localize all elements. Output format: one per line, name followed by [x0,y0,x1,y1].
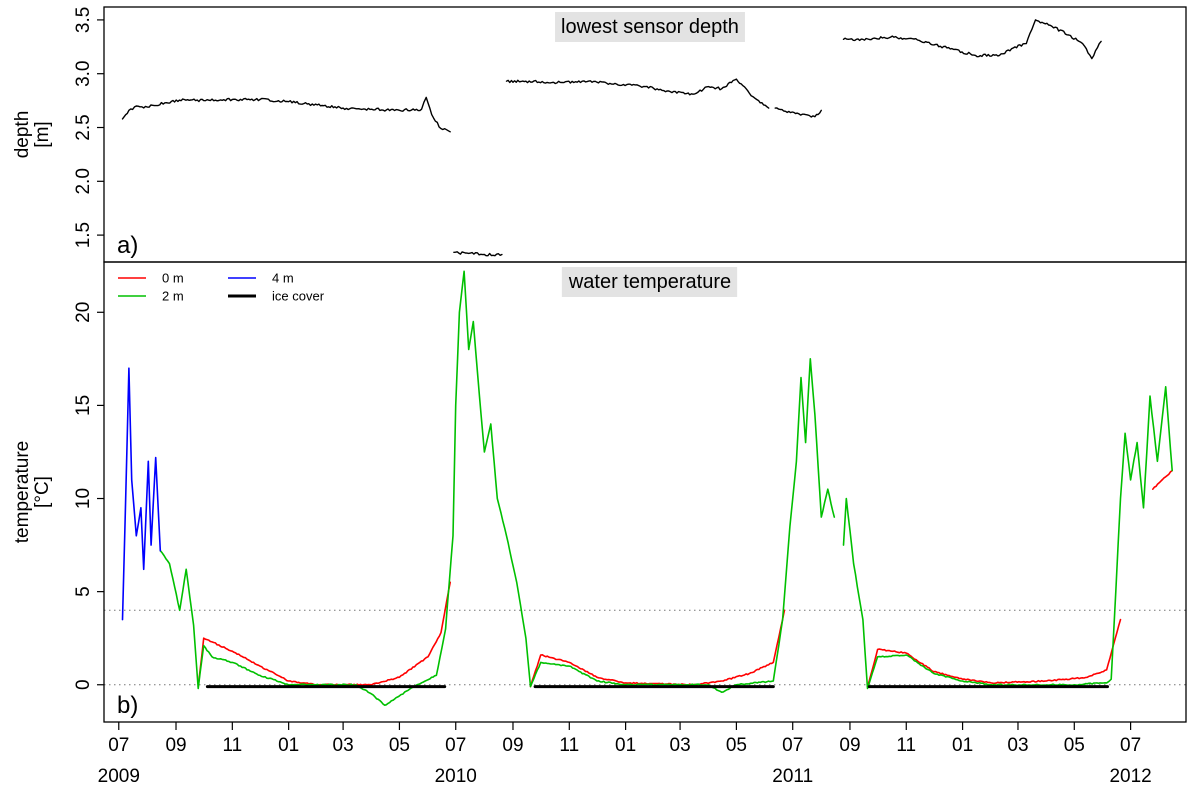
y-tick-label: 10 [73,488,94,509]
series-line-0-m [529,609,786,688]
y-axis-unit: [m] [32,121,53,147]
x-year-label: 2009 [98,766,140,787]
series-line-2-m [159,270,836,706]
y-tick-label: 2.5 [73,114,94,140]
x-tick-label: 11 [222,735,242,756]
panel-title-background [555,12,745,42]
series-line-depth [505,78,770,109]
panel-depth: 1.5 2.0 2.5 3.0 3.5 depth [m] a) lowest sensor d… [12,6,1187,263]
y-tick-label: 3.0 [73,60,94,86]
x-tick-label: 09 [165,735,186,756]
series-line-2-m [842,386,1173,690]
y-tick-label: 2.0 [73,168,94,194]
panel-label: a) [117,232,138,259]
plot-frame [103,261,1187,723]
x-year-label: 2010 [435,766,477,787]
x-year-label: 2011 [772,766,813,787]
legend-label: 0 m [162,271,184,286]
x-tick-label: 05 [726,735,747,756]
series-line-0-m [1152,469,1173,490]
x-tick-label: 09 [502,735,523,756]
y-tick-label: 3.5 [73,7,94,33]
panel-title-background [561,267,738,297]
x-tick-label: 09 [839,735,860,756]
y-axis-unit: [°C] [32,476,53,508]
legend-label: ice cover [272,289,325,304]
x-tick-label: 01 [615,735,636,756]
series-line-0-m [197,581,451,688]
x-tick-label: 05 [389,735,410,756]
y-axis-label: depth [12,111,33,159]
panel-title: lowest sensor depth [561,16,739,38]
legend: 0 m 2 m 4 m ice cover [118,271,325,304]
x-axis: 07 09 11 01 03 05 07 09 11 01 03 05 07 09 11 01 03 05 07 20… [98,722,1152,787]
y-tick-label: 1.5 [73,222,94,248]
x-year-label: 2012 [1109,766,1151,787]
y-tick-label: 5 [73,586,94,597]
x-tick-label: 07 [782,735,803,756]
x-tick-label: 03 [1007,735,1028,756]
x-tick-label: 07 [108,735,129,756]
legend-label: 2 m [162,289,184,304]
series-line-depth [842,19,1102,60]
series-line-depth [121,96,451,133]
x-tick-label: 07 [445,735,466,756]
series-line-4-m [121,367,162,621]
y-tick-label: 15 [73,395,94,416]
x-tick-label: 03 [670,735,691,756]
panel-title: water temperature [568,271,731,293]
y-tick-label: 0 [73,679,94,690]
series-line-0-m [866,618,1122,688]
x-tick-label: 01 [952,735,973,756]
legend-label: 4 m [272,271,294,286]
series-line-depth [453,251,503,257]
series-line-depth [774,107,822,118]
x-tick-label: 11 [896,735,916,756]
plot-frame [103,6,1187,263]
x-tick-label: 05 [1064,735,1085,756]
y-tick-label: 20 [73,302,94,323]
panel-temperature: 0 5 10 15 20 temperature [°C] b) water temperatu… [12,261,1187,723]
x-tick-label: 11 [559,735,579,756]
x-tick-label: 01 [278,735,299,756]
x-tick-label: 07 [1120,735,1141,756]
x-tick-label: 03 [333,735,354,756]
panel-label: b) [117,692,138,719]
y-axis-label: temperature [12,441,33,543]
